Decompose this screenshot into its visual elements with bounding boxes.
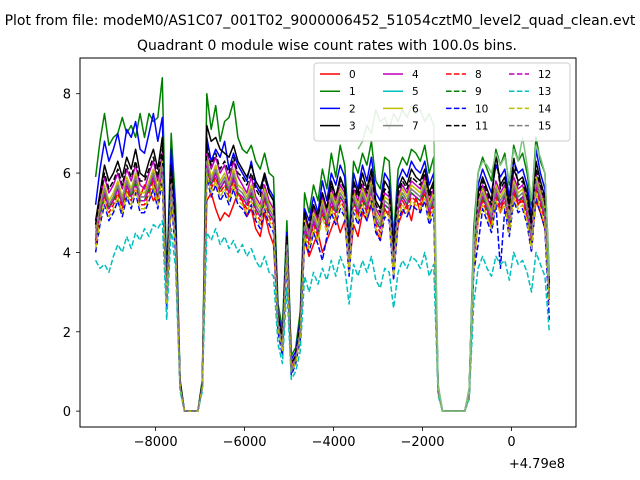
legend-label: 3 bbox=[349, 121, 356, 133]
y-tick-label: 8 bbox=[63, 88, 71, 103]
y-tick-label: 2 bbox=[63, 326, 71, 341]
legend-label: 1 bbox=[349, 86, 356, 98]
x-tick-label: −8000 bbox=[134, 435, 178, 450]
legend-label: 8 bbox=[475, 69, 482, 81]
legend-label: 7 bbox=[412, 121, 419, 133]
legend-label: 12 bbox=[538, 69, 551, 81]
legend-box bbox=[313, 62, 571, 142]
legend-label: 2 bbox=[349, 103, 356, 115]
legend-label: 0 bbox=[349, 69, 356, 81]
legend-label: 15 bbox=[538, 121, 551, 133]
x-tick-label: −2000 bbox=[401, 435, 445, 450]
plot-area bbox=[79, 57, 577, 428]
series-layer bbox=[94, 77, 551, 412]
legend-label: 6 bbox=[412, 103, 419, 115]
chart-suptitle: Plot from file: modeM0/AS1C07_001T02_900… bbox=[5, 13, 636, 29]
y-tick-label: 6 bbox=[63, 167, 71, 182]
legend-label: 11 bbox=[475, 121, 488, 133]
chart-title: Quadrant 0 module wise count rates with … bbox=[137, 38, 517, 54]
series-line-13 bbox=[94, 219, 551, 412]
y-axis: 0 2 4 6 8 bbox=[63, 88, 80, 420]
x-tick-label: 0 bbox=[507, 435, 515, 450]
legend-label: 9 bbox=[475, 86, 482, 98]
legend-label: 4 bbox=[412, 69, 419, 81]
x-axis: −8000 −6000 −4000 −2000 0 bbox=[134, 427, 516, 450]
series-line-1 bbox=[94, 77, 551, 412]
y-tick-label: 0 bbox=[63, 405, 71, 420]
axes-frame bbox=[79, 57, 577, 428]
legend-label: 5 bbox=[412, 86, 419, 98]
legend-label: 10 bbox=[475, 103, 488, 115]
legend-label: 13 bbox=[538, 86, 551, 98]
x-tick-label: −4000 bbox=[312, 435, 356, 450]
legend-label: 14 bbox=[538, 103, 552, 115]
x-tick-label: −6000 bbox=[223, 435, 267, 450]
y-tick-label: 4 bbox=[63, 246, 71, 261]
x-offset-label: +4.79e8 bbox=[509, 457, 565, 472]
